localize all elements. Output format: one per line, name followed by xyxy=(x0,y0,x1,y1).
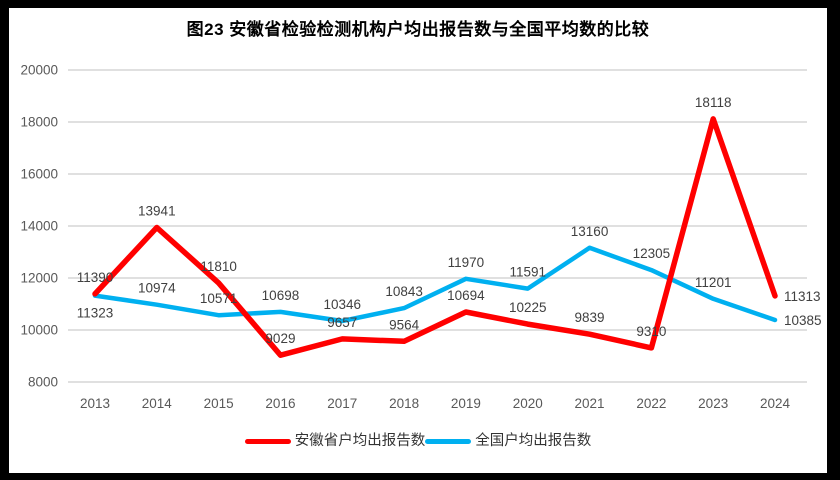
chart-title: 图23 安徽省检验检测机构户均出报告数与全国平均数的比较 xyxy=(186,20,650,39)
data-label-anhui: 18118 xyxy=(695,95,732,110)
y-tick-label: 14000 xyxy=(20,219,58,234)
x-tick-label: 2020 xyxy=(513,396,543,411)
y-tick-label: 20000 xyxy=(20,63,58,78)
x-tick-label: 2021 xyxy=(575,396,605,411)
data-label-national: 11970 xyxy=(448,255,485,270)
x-tick-label: 2015 xyxy=(204,396,234,411)
data-label-anhui: 10694 xyxy=(447,288,485,303)
data-label-national: 13160 xyxy=(571,224,609,239)
data-label-anhui: 9839 xyxy=(575,310,605,325)
data-label-national: 11591 xyxy=(509,265,546,280)
x-tick-label: 2017 xyxy=(327,396,357,411)
data-label-anhui: 9657 xyxy=(327,315,357,330)
x-tick-label: 2016 xyxy=(265,396,295,411)
series-line-national xyxy=(92,245,778,324)
x-tick-label: 2022 xyxy=(636,396,666,411)
national-line-swatch-icon xyxy=(425,438,472,444)
data-label-anhui: 9310 xyxy=(636,324,666,339)
data-label-anhui: 10225 xyxy=(509,300,547,315)
data-label-national: 10698 xyxy=(262,288,300,303)
data-label-anhui: 9029 xyxy=(265,331,295,346)
data-label-anhui: 11810 xyxy=(200,259,237,274)
legend-item-national: 全国户均出报告数 xyxy=(425,432,591,450)
data-label-national: 10571 xyxy=(200,291,238,306)
y-tick-label: 16000 xyxy=(20,167,58,182)
x-tick-label: 2013 xyxy=(80,396,110,411)
chart-legend: 安徽省户均出报告数 全国户均出报告数 xyxy=(9,432,827,450)
chart-svg: 8000 10000 12000 14000 16000 18000 20000 2013 20… xyxy=(20,63,822,412)
y-tick-label: 18000 xyxy=(20,115,58,130)
data-label-anhui: 9564 xyxy=(389,317,420,332)
x-tick-label: 2024 xyxy=(760,396,791,411)
anhui-line-swatch-icon xyxy=(244,438,291,444)
x-tick-label: 2018 xyxy=(389,396,419,411)
data-label-national: 11323 xyxy=(77,306,114,321)
x-tick-label: 2019 xyxy=(451,396,481,411)
legend-item-anhui: 安徽省户均出报告数 xyxy=(244,432,426,450)
x-tick-label: 2023 xyxy=(698,396,728,411)
data-label-national: 11201 xyxy=(695,275,732,290)
data-label-national: 10843 xyxy=(385,284,423,299)
data-label-national: 10385 xyxy=(784,313,822,328)
data-label-anhui: 11390 xyxy=(77,270,114,285)
legend-label-anhui: 安徽省户均出报告数 xyxy=(294,433,426,449)
data-label-anhui: 11313 xyxy=(784,289,821,304)
chart-canvas: 图23 安徽省检验检测机构户均出报告数与全国平均数的比较 8000 10000 12… xyxy=(9,8,827,473)
data-label-national: 12305 xyxy=(633,246,671,261)
data-label-national: 10974 xyxy=(138,281,176,296)
data-label-national: 10346 xyxy=(324,297,362,312)
series-line-anhui xyxy=(92,116,778,358)
data-label-anhui: 13941 xyxy=(138,204,176,219)
legend-label-national: 全国户均出报告数 xyxy=(475,433,592,449)
y-tick-label: 10000 xyxy=(20,323,58,338)
x-tick-label: 2014 xyxy=(142,396,173,411)
y-tick-label: 8000 xyxy=(28,375,58,390)
y-tick-label: 12000 xyxy=(20,271,58,286)
